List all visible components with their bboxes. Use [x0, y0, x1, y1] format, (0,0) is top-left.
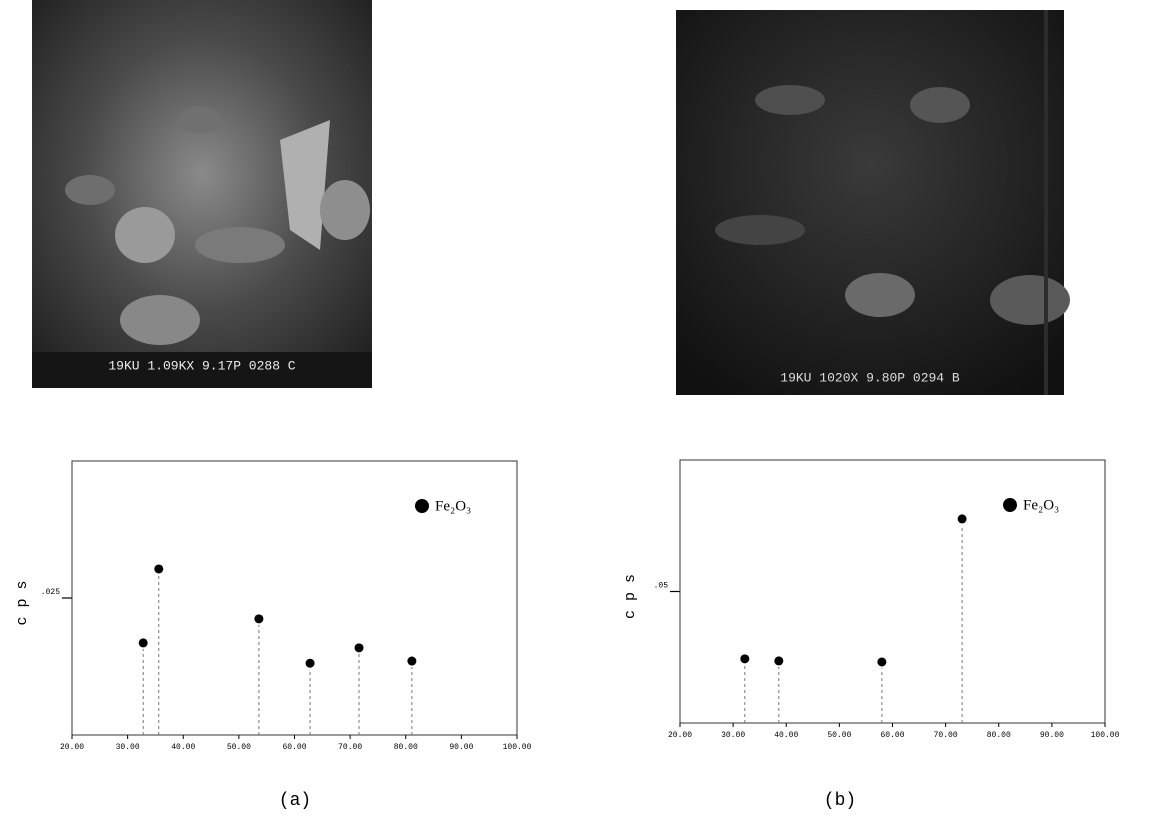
- legend-marker: [415, 499, 429, 513]
- panel-label: (b): [824, 791, 856, 811]
- sem-caption: 19KU 1.09KX 9.17P 0288 C: [108, 358, 295, 373]
- x-tick-label: 90.00: [1040, 731, 1064, 740]
- x-tick-label: 30.00: [116, 743, 140, 752]
- x-tick-label: 70.00: [338, 743, 362, 752]
- peak-marker: [354, 643, 364, 653]
- peak-marker: [154, 564, 164, 574]
- y-tick-label: .025: [41, 588, 60, 597]
- sem-caption: 19KU 1020X 9.80P 0294 B: [780, 370, 960, 385]
- x-tick-label: 30.00: [721, 731, 745, 740]
- x-tick-label: 40.00: [774, 731, 798, 740]
- x-tick-label: 50.00: [827, 731, 851, 740]
- x-tick-label: 40.00: [171, 743, 195, 752]
- x-tick-label: 60.00: [880, 731, 904, 740]
- legend-marker: [1003, 498, 1017, 512]
- x-tick-label: 20.00: [60, 743, 84, 752]
- legend-label: Fe₂O₃: [1023, 497, 1059, 513]
- peak-marker: [877, 657, 887, 667]
- peak-marker: [138, 638, 148, 648]
- peak-marker: [740, 654, 750, 664]
- sem-image-a: 19KU 1.09KX 9.17P 0288 C: [32, 0, 372, 388]
- x-tick-label: 20.00: [668, 731, 692, 740]
- x-tick-label: 90.00: [449, 743, 473, 752]
- peak-marker: [254, 614, 264, 624]
- sem-image-b: 19KU 1020X 9.80P 0294 B: [676, 10, 1070, 395]
- y-axis-label: c p s: [14, 580, 31, 625]
- x-tick-label: 100.00: [503, 743, 532, 752]
- peak-marker: [774, 656, 784, 666]
- panel-label: (a): [279, 791, 311, 811]
- x-tick-label: 80.00: [987, 731, 1011, 740]
- peak-marker: [407, 656, 417, 666]
- x-tick-label: 100.00: [1091, 731, 1120, 740]
- x-tick-label: 80.00: [394, 743, 418, 752]
- x-tick-label: 70.00: [934, 731, 958, 740]
- x-tick-label: 60.00: [282, 743, 306, 752]
- peak-marker: [957, 514, 967, 524]
- y-axis-label: c p s: [622, 574, 639, 619]
- legend-label: Fe₂O₃: [435, 498, 471, 514]
- peak-marker: [305, 658, 315, 668]
- x-tick-label: 50.00: [227, 743, 251, 752]
- y-tick-label: .05: [654, 582, 669, 591]
